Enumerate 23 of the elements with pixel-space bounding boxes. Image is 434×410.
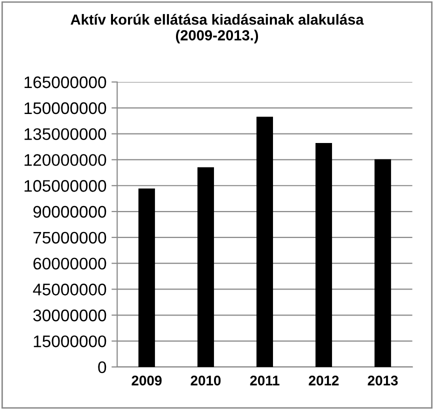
x-tick-label: 2011 [250,376,280,386]
bar [197,167,214,367]
y-tick-label: 135000000 [24,128,106,140]
y-tick-label: 45000000 [33,284,106,296]
y-tick-label: 75000000 [33,232,106,244]
y-tick-label: 15000000 [34,335,106,348]
bar [256,116,274,367]
y-tick-label: 150000000 [24,102,106,114]
y-tick-label: 0 [98,361,106,374]
y-tick-label: 60000000 [33,258,106,270]
y-tick-label: 165000000 [24,76,106,88]
x-tick-label: 2013 [368,376,398,386]
x-tick-label: 2012 [308,376,339,386]
chart-title: Aktív korúk ellátása kiadásainak alakulása (2009-2013.) [70,14,364,44]
y-tick-label: 30000000 [33,310,106,322]
y-tick-label: 120000000 [24,154,106,166]
y-tick-label: 105000000 [24,180,106,192]
bar [316,142,332,367]
bar [374,159,392,367]
x-tick-label: 2009 [132,376,162,386]
x-tick-label: 2010 [190,376,221,386]
bar [138,188,155,367]
y-tick-label: 90000000 [33,206,106,218]
